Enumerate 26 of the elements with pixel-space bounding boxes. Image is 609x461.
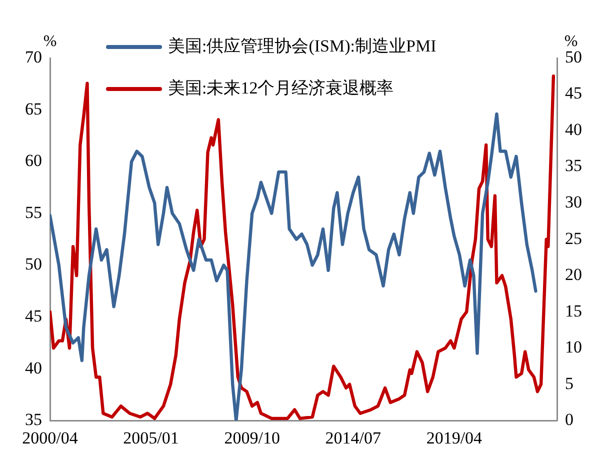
x-tick-label: 2005/01 [123, 428, 179, 448]
legend-label: 美国:未来12个月经济衰退概率 [168, 78, 394, 98]
y2-tick-label: 15 [565, 301, 582, 320]
y2-tick-label: 40 [565, 120, 582, 139]
y2-tick-label: 30 [565, 192, 582, 212]
y2-tick-label: 35 [565, 156, 582, 176]
x-tick-label: 2000/04 [22, 428, 78, 448]
y2-tick-label: 10 [565, 338, 582, 357]
y-tick-label: 70 [25, 47, 42, 66]
y-tick-label: 60 [25, 151, 42, 170]
y2-tick-label: 45 [565, 84, 582, 103]
y2-tick-label: 25 [565, 228, 582, 248]
y2-tick-label: 0 [565, 410, 574, 430]
y-tick-label: 55 [25, 202, 42, 222]
legend-label: 美国:供应管理协会(ISM):制造业PMI [168, 36, 437, 56]
x-tick-label: 2009/10 [224, 428, 280, 448]
x-tick-label: 2014/07 [325, 428, 382, 448]
y-tick-label: 35 [25, 410, 42, 430]
y-axis-title: % [43, 33, 57, 50]
y2-tick-label: 20 [565, 265, 582, 284]
y-tick-label: 65 [25, 99, 42, 118]
y-tick-label: 40 [25, 358, 42, 378]
y-tick-label: 45 [25, 306, 42, 326]
y-tick-label: 50 [25, 254, 42, 274]
x-tick-label: 2019/04 [426, 428, 483, 448]
y2-tick-label: 5 [565, 374, 574, 393]
